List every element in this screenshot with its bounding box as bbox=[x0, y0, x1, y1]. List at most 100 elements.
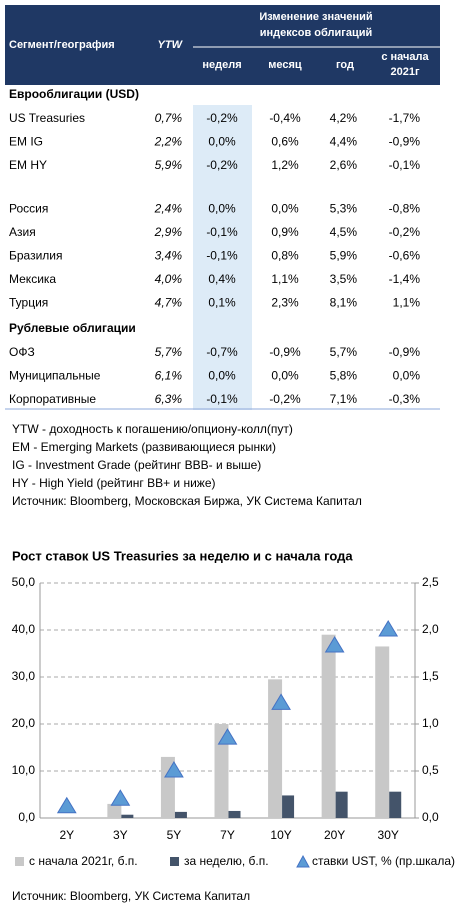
row-label: Муниципальные bbox=[9, 369, 101, 383]
note: HY - High Yield (рейтинг BB+ и ниже) bbox=[12, 476, 215, 490]
legend-marker bbox=[296, 854, 310, 868]
y-tick-label: 40,0 bbox=[12, 622, 36, 636]
header-group: индексов облигаций bbox=[260, 27, 373, 39]
chart-source: Источник: Bloomberg, УК Система Капитал bbox=[12, 889, 250, 903]
cell: 5,9% bbox=[330, 249, 358, 263]
legend-label: за неделю, б.п. bbox=[184, 854, 269, 868]
y-tick-label: 0,0 bbox=[18, 810, 35, 824]
cell: 0,0% bbox=[208, 369, 236, 383]
marker bbox=[217, 728, 238, 745]
bar bbox=[174, 811, 187, 818]
cell: 0,7% bbox=[155, 111, 183, 125]
cell: 0,9% bbox=[271, 225, 299, 239]
row-label: Корпоративные bbox=[9, 392, 96, 406]
cell: 2,2% bbox=[154, 135, 183, 149]
bar bbox=[268, 679, 283, 818]
row-label: Турция bbox=[9, 296, 48, 310]
cell: -0,9% bbox=[389, 345, 421, 359]
cell: -0,6% bbox=[389, 249, 421, 263]
cell: -0,3% bbox=[389, 392, 421, 406]
cell: 0,0% bbox=[271, 202, 299, 216]
cell: -0,4% bbox=[269, 111, 301, 125]
y-tick-label: 10,0 bbox=[12, 763, 36, 777]
cell: 1,2% bbox=[271, 158, 299, 172]
y-tick-label: 30,0 bbox=[12, 669, 36, 683]
cell: 0,1% bbox=[208, 296, 236, 310]
header-column: месяц bbox=[268, 59, 302, 71]
cell: 5,8% bbox=[330, 369, 358, 383]
y2-tick-label: 1,5 bbox=[422, 669, 439, 683]
y2-tick-label: 2,5 bbox=[422, 575, 439, 589]
cell: 4,4% bbox=[330, 135, 358, 149]
x-tick-label: 3Y bbox=[113, 828, 128, 842]
y-tick-label: 20,0 bbox=[12, 716, 36, 730]
header-column: неделя bbox=[202, 59, 241, 71]
header-ytw: YTW bbox=[158, 39, 184, 51]
marker bbox=[56, 796, 77, 814]
cell: -0,2% bbox=[269, 392, 301, 406]
cell: 6,3% bbox=[155, 392, 183, 406]
header-column: 2021г bbox=[390, 66, 419, 78]
cell: -0,2% bbox=[389, 225, 421, 239]
cell: 1,1% bbox=[393, 296, 421, 310]
bar bbox=[121, 814, 134, 818]
header-column: год bbox=[336, 59, 354, 71]
bar bbox=[228, 810, 241, 818]
cell: 2,9% bbox=[154, 225, 183, 239]
note: Источник: Bloomberg, Московская Биржа, У… bbox=[12, 494, 362, 508]
bar bbox=[335, 791, 348, 818]
section-title: Еврооблигации (USD) bbox=[9, 87, 139, 101]
marker bbox=[164, 761, 184, 778]
cell: 4,7% bbox=[155, 296, 183, 310]
marker bbox=[271, 693, 291, 710]
marker bbox=[324, 636, 345, 653]
y2-tick-label: 0,0 bbox=[422, 810, 439, 824]
bar bbox=[282, 795, 295, 818]
cell: 2,6% bbox=[330, 158, 358, 172]
row-label: Азия bbox=[9, 225, 36, 239]
row-label: Бразилия bbox=[9, 249, 63, 263]
cell: 0,8% bbox=[271, 249, 299, 263]
cell: -0,9% bbox=[389, 135, 421, 149]
x-tick-label: 10Y bbox=[270, 828, 291, 842]
section-title: Рублевые облигации bbox=[9, 321, 136, 335]
note: EM - Emerging Markets (развивающиеся рын… bbox=[12, 440, 276, 454]
cell: 3,4% bbox=[155, 249, 183, 263]
x-tick-label: 5Y bbox=[167, 828, 182, 842]
legend-swatch bbox=[15, 857, 24, 866]
cell: -0,1% bbox=[389, 158, 421, 172]
cell: 7,1% bbox=[330, 392, 358, 406]
bar bbox=[389, 791, 402, 818]
cell: 5,3% bbox=[330, 202, 358, 216]
cell: 0,0% bbox=[208, 202, 236, 216]
row-label: EM IG bbox=[9, 135, 43, 149]
cell: -0,1% bbox=[206, 225, 238, 239]
note: IG - Investment Grade (рейтинг BBB- и вы… bbox=[12, 458, 261, 472]
bar bbox=[214, 724, 229, 818]
row-label: Мексика bbox=[9, 272, 56, 286]
y2-tick-label: 2,0 bbox=[422, 622, 439, 636]
week-column-bg bbox=[193, 105, 252, 410]
marker bbox=[378, 620, 399, 637]
bar bbox=[375, 646, 390, 818]
cell: -0,2% bbox=[206, 158, 238, 172]
row-label: ОФЗ bbox=[9, 345, 35, 359]
cell: 2,3% bbox=[271, 296, 299, 310]
table-header-bg bbox=[5, 5, 440, 85]
header-group: Изменение значений bbox=[259, 11, 372, 23]
marker bbox=[110, 789, 131, 806]
cell: -0,9% bbox=[269, 345, 301, 359]
chart-title: Рост ставок US Treasuries за неделю и с … bbox=[12, 548, 353, 563]
cell: -0,8% bbox=[389, 202, 421, 216]
header-column: с начала bbox=[381, 51, 429, 63]
y2-tick-label: 1,0 bbox=[422, 716, 439, 730]
cell: -0,2% bbox=[206, 111, 238, 125]
x-tick-label: 30Y bbox=[378, 828, 399, 842]
legend-label: ставки UST, % (пр.шкала) bbox=[312, 854, 455, 868]
legend-swatch bbox=[170, 857, 179, 866]
cell: -1,4% bbox=[389, 272, 421, 286]
cell: 4,5% bbox=[330, 225, 358, 239]
x-tick-label: 20Y bbox=[324, 828, 345, 842]
row-label: EM HY bbox=[9, 158, 47, 172]
